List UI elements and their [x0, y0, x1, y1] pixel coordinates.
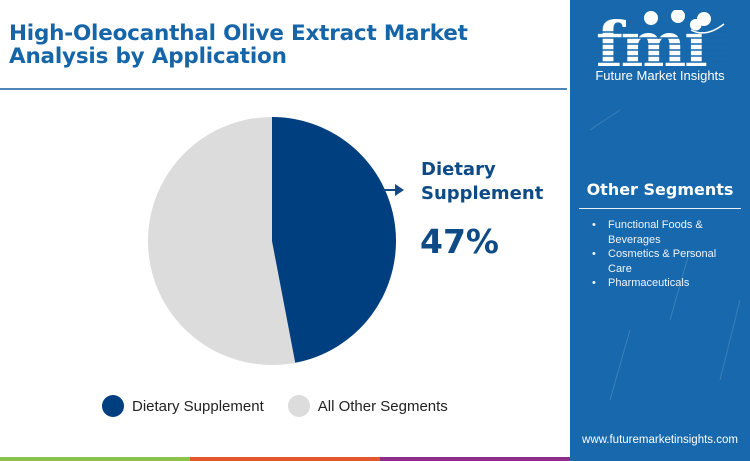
list-item: Functional Foods & Beverages — [592, 218, 742, 247]
other-segments-title: Other Segments — [586, 180, 734, 199]
other-segments-divider — [579, 208, 741, 210]
globe-americas-icon — [644, 11, 658, 25]
footer-stripe-green — [0, 457, 190, 461]
footer-stripe-orange — [190, 457, 380, 461]
pie-chart — [148, 117, 396, 365]
list-item: Pharmaceuticals — [592, 276, 742, 291]
website-link[interactable]: www.futuremarketinsights.com — [582, 434, 738, 446]
callout-label: Dietary Supplement — [421, 158, 543, 206]
legend-item-all-other-segments: All Other Segments — [287, 395, 448, 417]
legend-swatch-all-other-segments — [287, 395, 310, 417]
legend-label: All Other Segments — [317, 397, 448, 415]
logo-subtitle: Future Market Insights — [595, 68, 725, 83]
callout-label-line-1: Dietary — [421, 159, 496, 180]
list-item: Cosmetics & Personal Care — [592, 247, 742, 276]
chart-legend: Dietary Supplement All Other Segments — [102, 395, 472, 417]
footer-stripe-purple — [380, 457, 570, 461]
page-title: High-Oleocanthal Olive Extract Market An… — [9, 22, 549, 68]
fmi-logo-icon: fmi — [596, 10, 726, 70]
pie-slice-dietary-supplement — [272, 117, 396, 363]
legend-label: Dietary Supplement — [132, 397, 264, 415]
globe-europe-icon — [671, 10, 685, 23]
title-divider — [0, 88, 567, 90]
legend-item-dietary-supplement: Dietary Supplement — [102, 395, 264, 417]
title-line-1: High-Oleocanthal Olive Extract Market — [9, 21, 468, 46]
pie-svg — [148, 117, 396, 365]
legend-swatch-dietary-supplement — [102, 395, 124, 417]
globe-asia-icon — [697, 12, 711, 26]
other-segments-list: Functional Foods & Beverages Cosmetics &… — [592, 218, 742, 291]
callout-arrow-icon — [383, 184, 404, 196]
chart-panel: High-Oleocanthal Olive Extract Market An… — [0, 22, 570, 461]
title-line-2: Analysis by Application — [9, 44, 287, 69]
callout-label-line-2: Supplement — [421, 183, 544, 204]
sidebar-panel: fmi Future Market Insights Other Segment… — [570, 0, 750, 461]
callout-percent: 47% — [420, 222, 499, 261]
